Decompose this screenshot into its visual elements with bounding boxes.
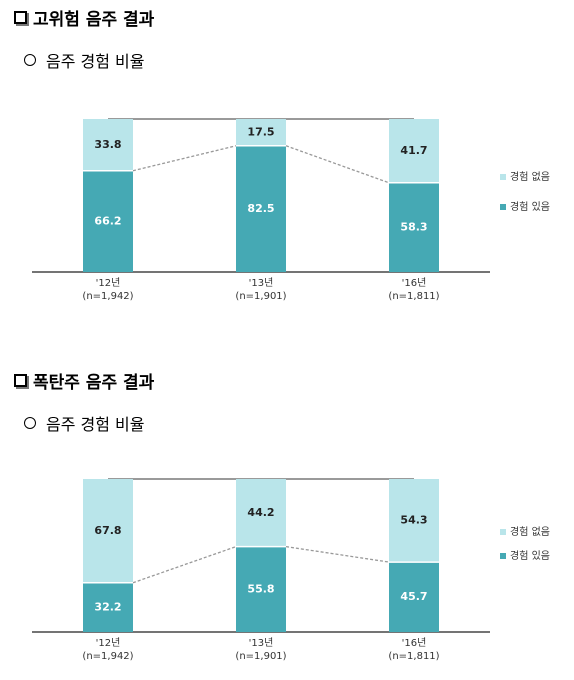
series-connector-line (132, 546, 237, 584)
legend-label: 경험 없음 (510, 525, 550, 538)
x-tick-label: '13년 (249, 637, 274, 649)
bar-segment-yes (83, 582, 133, 632)
legend-label: 경험 있음 (510, 549, 550, 562)
x-tick-label: '16년 (402, 637, 427, 649)
bar-segment-none (236, 119, 286, 146)
circle-bullet-icon (24, 54, 36, 66)
series-connector-line (132, 145, 237, 172)
section-title-text: 폭탄주 음주 결과 (33, 373, 155, 393)
data-label-yes: 32.2 (94, 600, 121, 613)
sub-title-2: 음주 경험 비율 (24, 411, 145, 435)
x-tick-label: '12년 (96, 277, 121, 289)
bar-segment-none (389, 479, 439, 563)
bar-segment-none (83, 479, 133, 583)
data-label-none: 17.5 (247, 125, 274, 138)
x-tick-note: (n=1,811) (388, 291, 439, 302)
section-title-2: 폭탄주 음주 결과 (14, 368, 154, 393)
legend-label: 경험 있음 (510, 200, 550, 213)
bar-segment-none (389, 119, 439, 183)
data-label-none: 54.3 (400, 514, 427, 527)
sub-title-text: 음주 경험 비율 (46, 52, 145, 71)
x-tick-note: (n=1,811) (388, 651, 439, 662)
data-label-none: 67.8 (94, 524, 121, 537)
data-label-none: 33.8 (94, 138, 121, 151)
x-tick-note: (n=1,942) (82, 651, 133, 662)
sub-title-1: 음주 경험 비율 (24, 48, 145, 72)
legend-label: 경험 없음 (510, 170, 550, 183)
bar-segment-yes (83, 170, 133, 272)
legend-swatch (500, 553, 506, 559)
sub-title-text: 음주 경험 비율 (46, 415, 145, 434)
circle-bullet-icon (24, 417, 36, 429)
data-label-yes: 82.5 (247, 202, 274, 215)
bar-segment-none (83, 119, 133, 171)
bar-segment-yes (389, 182, 439, 272)
data-label-yes: 45.7 (400, 590, 427, 603)
x-tick-note: (n=1,942) (82, 291, 133, 302)
data-label-yes: 66.2 (94, 214, 121, 227)
stacked-bar-chart-2: 32.2 67.8 '12년 (n=1,942) 55.8 44.2 '13년 (n=1,90… (32, 478, 550, 662)
x-tick-note: (n=1,901) (235, 651, 286, 662)
x-tick-label: '16년 (402, 277, 427, 289)
x-tick-note: (n=1,901) (235, 291, 286, 302)
bar-segment-none (236, 479, 286, 547)
checkbox-bullet-icon (14, 374, 27, 387)
data-label-none: 44.2 (247, 506, 274, 519)
bar-segment-yes (236, 145, 286, 272)
x-tick-label: '13년 (249, 277, 274, 289)
data-label-none: 41.7 (400, 144, 427, 157)
legend-swatch (500, 204, 506, 210)
legend-swatch (500, 529, 506, 535)
data-label-yes: 58.3 (400, 220, 427, 233)
legend-swatch (500, 174, 506, 180)
section-title-text: 고위험 음주 결과 (33, 10, 155, 30)
bar-segment-yes (236, 546, 286, 632)
stacked-bar-chart-1: 66.2 33.8 '12년 (n=1,942) 82.5 17.5 '13년 (n=1,90… (32, 118, 550, 302)
series-connector-line (285, 545, 390, 563)
series-connector-line (285, 145, 390, 184)
bar-segment-yes (389, 562, 439, 632)
section-title-1: 고위험 음주 결과 (14, 5, 154, 30)
x-tick-label: '12년 (96, 637, 121, 649)
checkbox-bullet-icon (14, 11, 27, 24)
data-label-yes: 55.8 (247, 582, 274, 595)
